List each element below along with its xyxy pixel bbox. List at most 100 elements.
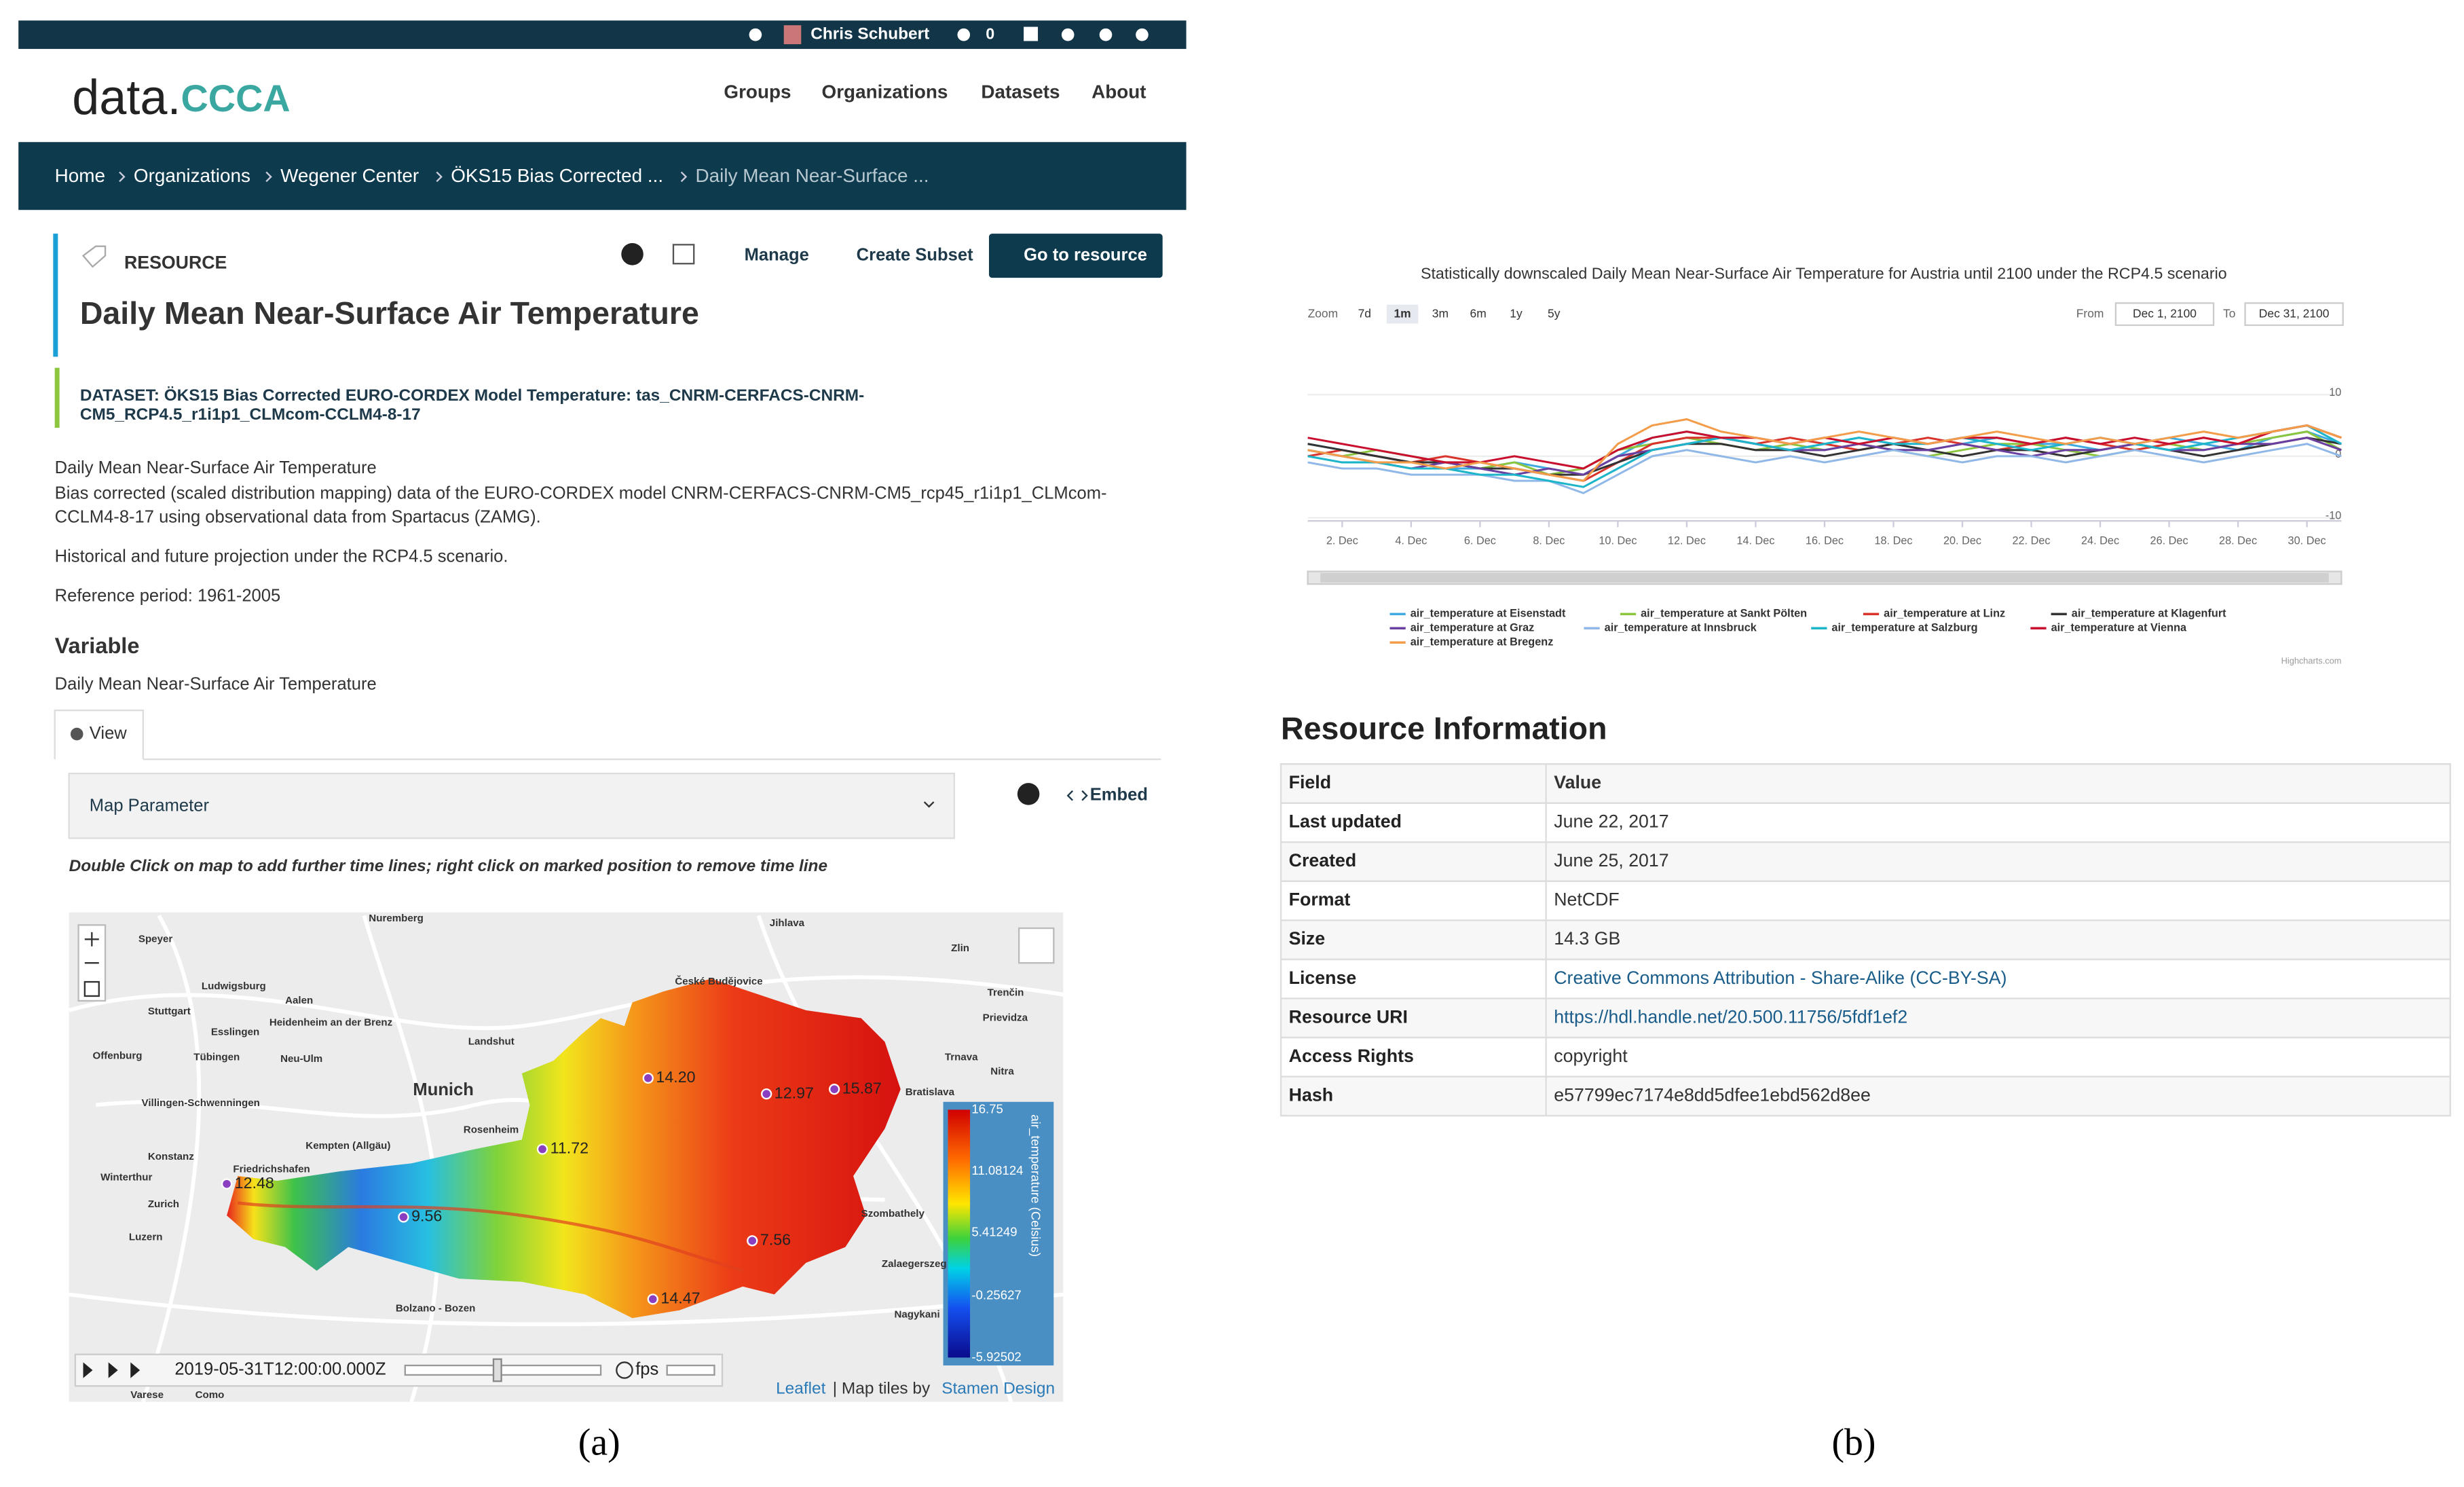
marker-value: 9.56 (411, 1207, 442, 1225)
legend-label[interactable]: air_temperature at Graz (1411, 622, 1535, 634)
time-marker[interactable] (829, 1084, 840, 1095)
zoom-button[interactable]: 1m (1394, 306, 1411, 320)
place-label: Prievidza (983, 1012, 1028, 1024)
slider-handle[interactable] (492, 1358, 502, 1382)
zoom-button[interactable]: 7d (1358, 306, 1371, 320)
time-marker[interactable] (747, 1235, 758, 1247)
dataset-link[interactable]: DATASET: ÖKS15 Bias Corrected EURO-CORDE… (80, 386, 864, 405)
help-icon[interactable] (1017, 783, 1040, 805)
attribution-leaflet[interactable]: Leaflet (776, 1379, 825, 1397)
x-tick-label: 10. Dec (1599, 535, 1637, 547)
time-slider[interactable] (404, 1364, 602, 1376)
time-marker[interactable] (647, 1293, 658, 1305)
time-marker[interactable] (642, 1072, 654, 1084)
field-cell: License (1289, 968, 1357, 988)
breadcrumb-item[interactable]: Organizations (134, 165, 250, 186)
zoom-label: Zoom (1308, 306, 1339, 320)
attribution-stamen[interactable]: Stamen Design (941, 1379, 1055, 1397)
place-label: Heidenheim an der Brenz (269, 1016, 393, 1028)
value-cell[interactable]: Creative Commons Attribution - Share-Ali… (1554, 968, 2006, 988)
breadcrumb-item[interactable]: Wegener Center (280, 165, 419, 186)
map-parameter-label[interactable]: Map Parameter (90, 796, 210, 815)
breadcrumb-item: Daily Mean Near-Surface ... (696, 165, 929, 186)
action-manage[interactable]: Manage (745, 245, 809, 264)
value-cell[interactable]: https://hdl.handle.net/20.500.11756/5fdf… (1554, 1006, 1907, 1027)
time-marker[interactable] (536, 1143, 548, 1155)
colorbar-label: 11.08124 (971, 1163, 1023, 1177)
nav-link[interactable]: Datasets (981, 81, 1060, 103)
description-line: Bias corrected (scaled distribution mapp… (55, 483, 1107, 502)
time-marker[interactable] (398, 1211, 409, 1223)
dataset-accent (54, 367, 60, 428)
play-buttons[interactable] (83, 1362, 141, 1378)
zoom-selected[interactable] (1386, 304, 1419, 324)
legend-label[interactable]: air_temperature at Bregenz (1411, 636, 1554, 648)
place-label: Winterthur (100, 1171, 152, 1183)
view-tab-label[interactable]: View (90, 724, 127, 743)
description-line: Reference period: 1961-2005 (55, 587, 281, 606)
nav-link[interactable]: About (1091, 81, 1146, 103)
tag-icon (81, 245, 107, 268)
user-name[interactable]: Chris Schubert (810, 25, 929, 43)
description-line: CCLM4-8-17 using observational data from… (55, 507, 541, 526)
resource-accent (53, 234, 58, 357)
legend-label[interactable]: air_temperature at Sankt Pölten (1641, 608, 1807, 620)
navigator-thumb[interactable] (1320, 572, 2329, 583)
legend-label[interactable]: air_temperature at Linz (1884, 608, 2005, 620)
view-tab[interactable] (54, 710, 145, 760)
action-subset[interactable]: Create Subset (857, 245, 973, 264)
caption: (a) (578, 1421, 620, 1463)
legend-label[interactable]: air_temperature at Salzburg (1831, 622, 1977, 634)
place-label: Trenčin (988, 987, 1024, 998)
zoom-button[interactable]: 6m (1470, 306, 1487, 320)
x-tick-label: 14. Dec (1736, 535, 1774, 547)
nav-link[interactable]: Organizations (822, 81, 948, 103)
action-go[interactable]: Go to resource (1024, 245, 1147, 264)
embed[interactable]: Embed (1090, 785, 1148, 804)
field-cell: Field (1289, 772, 1331, 792)
map[interactable]: Nuremberg Speyer Jihlava Zlin Ludwigsburg Stu… (68, 912, 1064, 1403)
place-label: Zalaegerszeg (882, 1258, 947, 1270)
time-marker[interactable] (761, 1088, 772, 1100)
legend-label[interactable]: air_temperature at Innsbruck (1605, 622, 1757, 634)
icon[interactable] (672, 244, 695, 265)
to-box[interactable] (2244, 302, 2344, 327)
breadcrumb-item[interactable]: ÖKS15 Bias Corrected ... (451, 165, 663, 186)
roads (68, 914, 1064, 1403)
help-icon[interactable] (621, 243, 643, 265)
breadcrumb-bar (18, 142, 1187, 210)
value-cell: NetCDF (1554, 889, 1619, 910)
map-parameter[interactable] (68, 773, 955, 839)
icon[interactable] (1136, 28, 1149, 41)
icon (70, 727, 83, 741)
x-tick-label: 4. Dec (1395, 535, 1427, 547)
place-label: Nagykani (894, 1309, 939, 1321)
nav-link[interactable]: Groups (724, 81, 791, 103)
legend-label[interactable]: air_temperature at Klagenfurt (2072, 608, 2226, 620)
zoom-button[interactable]: 1y (1510, 306, 1523, 320)
time-marker[interactable] (221, 1178, 233, 1190)
icon[interactable] (1024, 26, 1039, 41)
series-line (1307, 424, 2342, 488)
icon[interactable] (1099, 28, 1113, 41)
place-label: Bratislava (906, 1086, 955, 1098)
zoom-button[interactable]: 3m (1432, 306, 1449, 320)
from-box[interactable] (2114, 302, 2215, 327)
fps-slider[interactable] (666, 1364, 715, 1376)
legend-label[interactable]: air_temperature at Eisenstadt (1411, 608, 1566, 620)
place-label: Zlin (951, 942, 969, 954)
primary-button[interactable] (988, 234, 1163, 278)
legend-label[interactable]: air_temperature at Vienna (2051, 622, 2187, 634)
y-tick-label: 10 (2329, 386, 2341, 399)
time-control[interactable] (74, 1353, 724, 1387)
breadcrumb-item[interactable]: Home (55, 165, 105, 186)
marker-value: 14.20 (656, 1068, 695, 1086)
layer-control[interactable] (1018, 927, 1055, 964)
icon[interactable] (1061, 28, 1075, 41)
place-label: Trnava (945, 1052, 978, 1063)
zoom-button[interactable]: 5y (1548, 306, 1561, 320)
credits[interactable]: Highcharts.com (2281, 655, 2342, 665)
logo[interactable]: data.CCCA (72, 71, 290, 125)
dataset-link[interactable]: CM5_RCP4.5_r1i1p1_CLMcom-CCLM4-8-17 (80, 405, 421, 424)
